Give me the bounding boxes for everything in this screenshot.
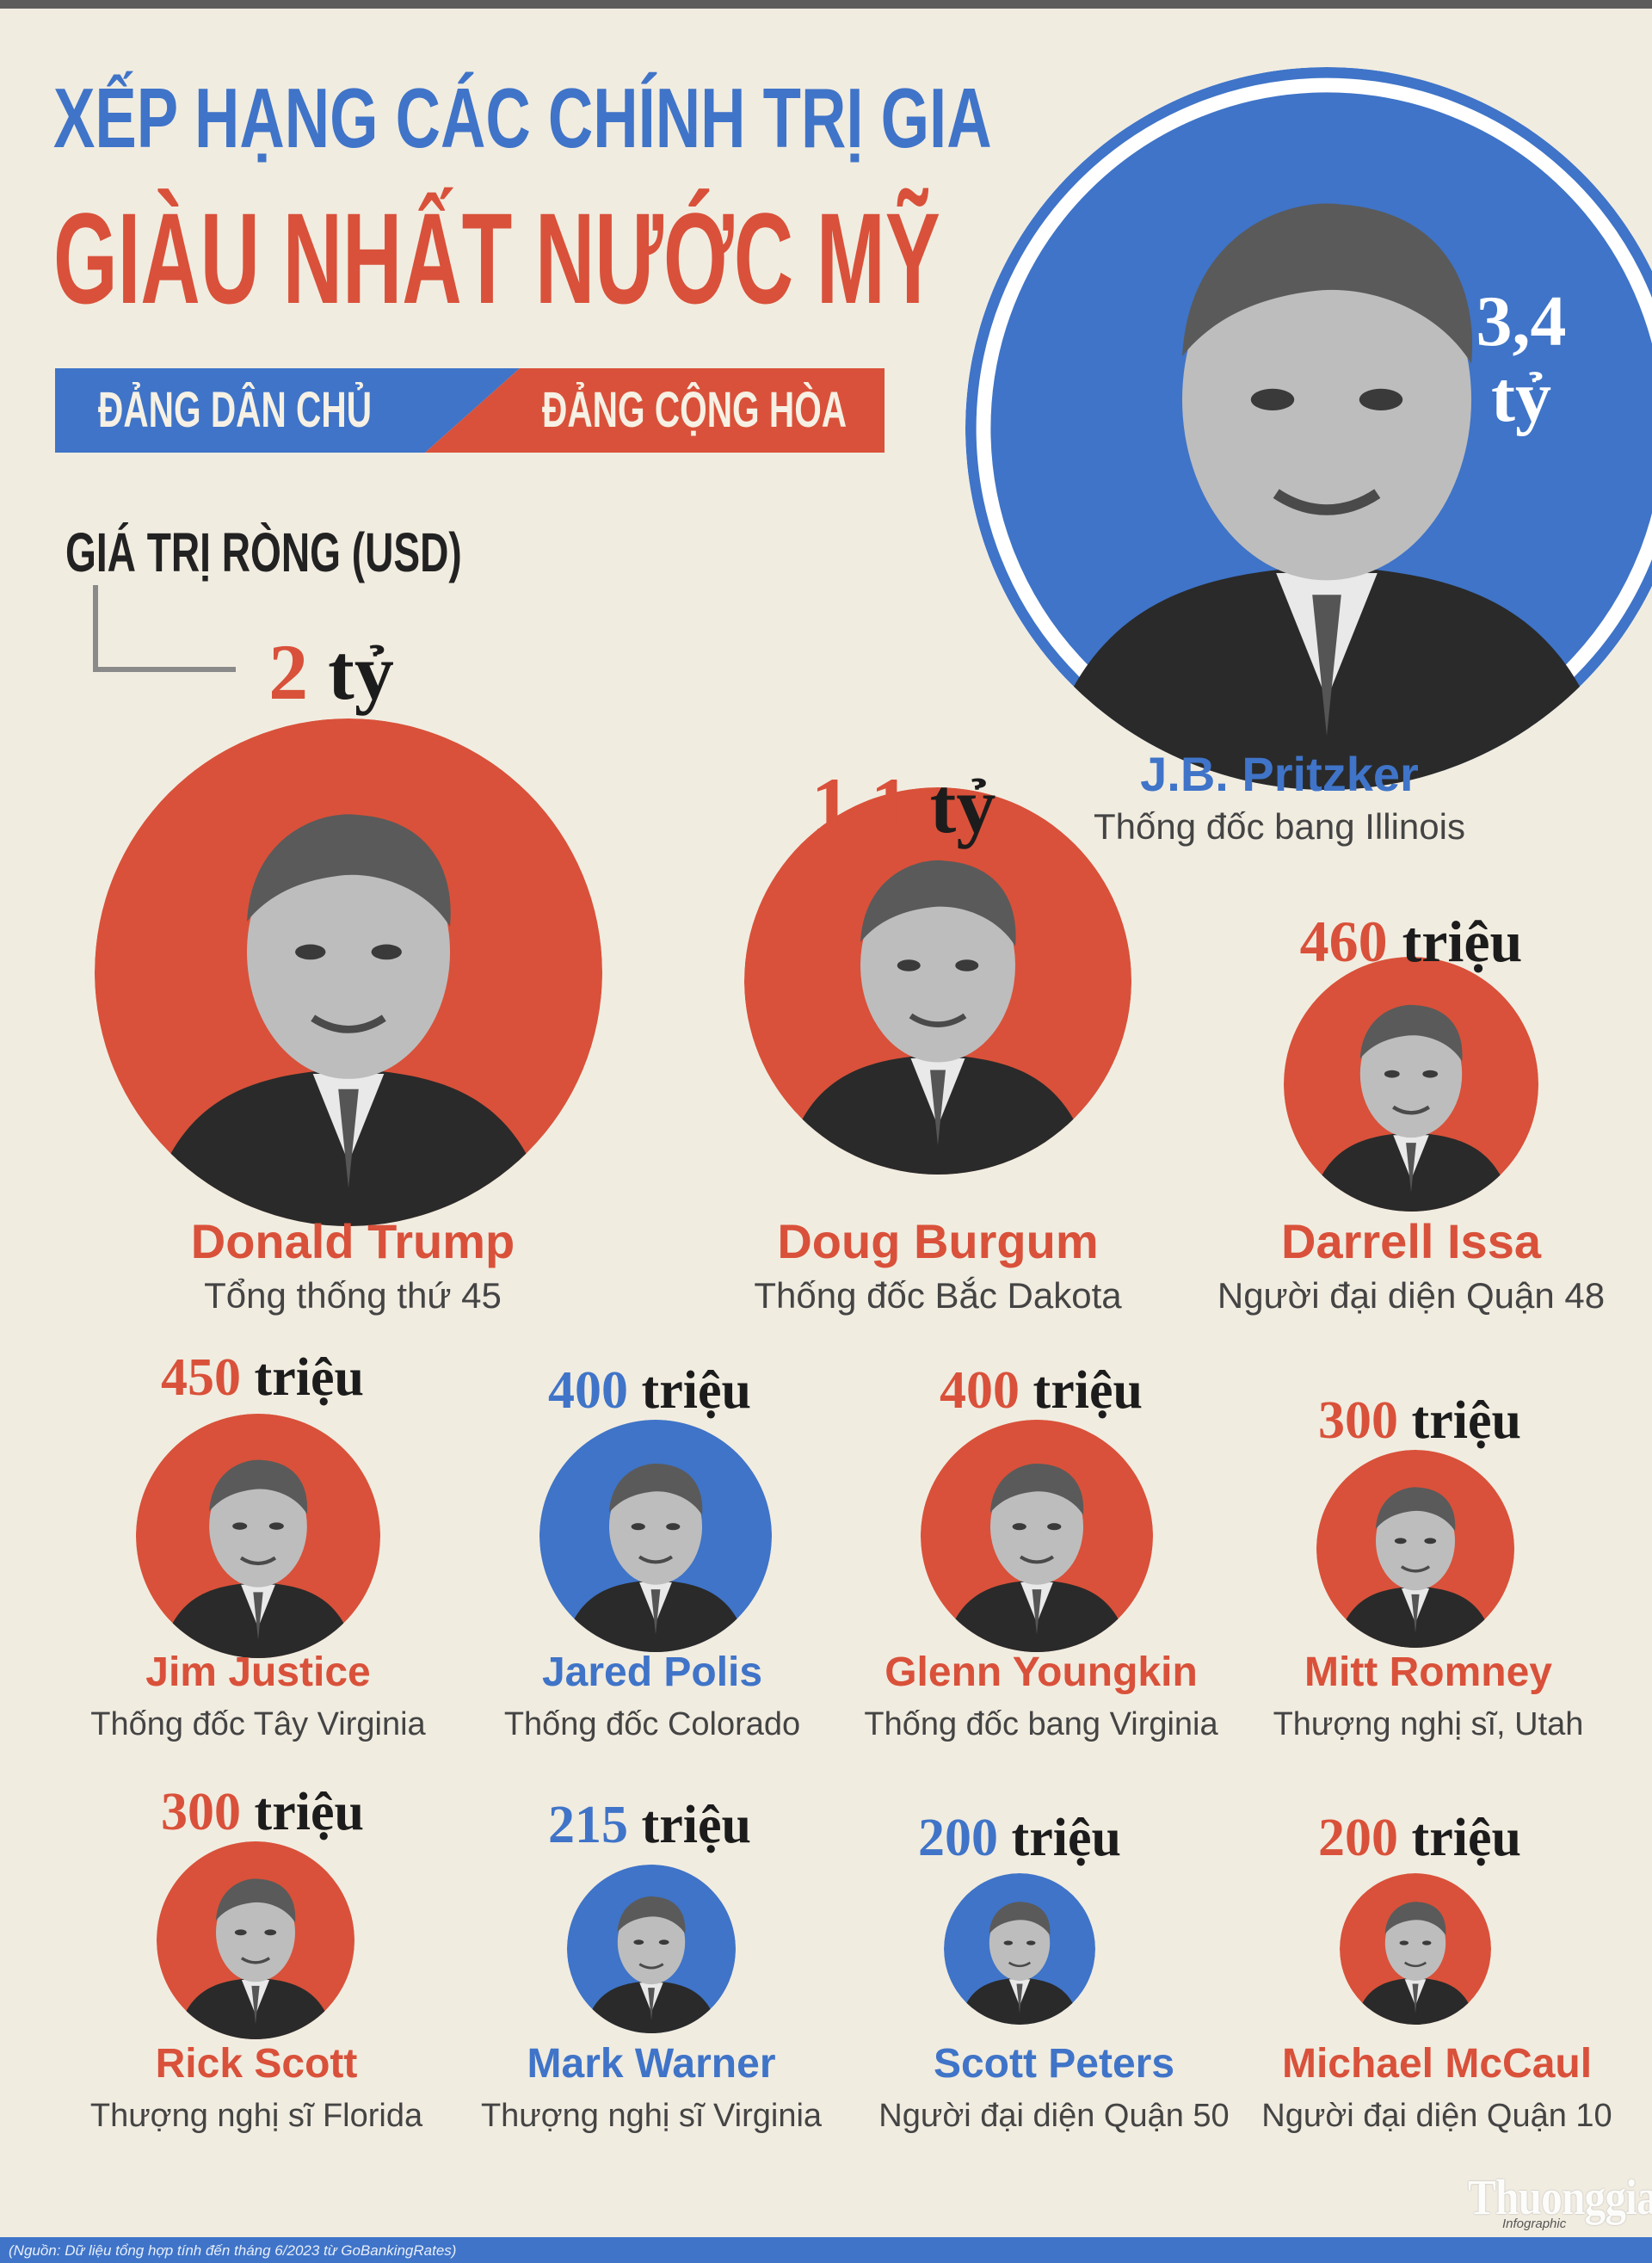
- role-glenn-youngkin: Thống đốc bang Virginia: [864, 1706, 1218, 1742]
- source-note: (Nguồn: Dữ liệu tổng hợp tính đến tháng …: [9, 2242, 457, 2259]
- networth-value: 200: [1318, 1809, 1399, 1867]
- footer-bar: (Nguồn: Dữ liệu tổng hợp tính đến tháng …: [0, 2237, 1652, 2263]
- logo-subtext: Infographic: [1502, 2217, 1567, 2231]
- top-border: [0, 0, 1652, 9]
- name-darrell-issa: Darrell Issa: [1281, 1214, 1541, 1268]
- networth-scott-peters: 200 triệu: [918, 1811, 1121, 1865]
- networth-value: 1,1: [811, 762, 910, 849]
- networth-value: 400: [548, 1361, 629, 1420]
- portrait-j-b-pritzker: [965, 67, 1652, 790]
- networth-jared-polis: 400 triệu: [548, 1364, 751, 1417]
- networth-value: 300: [1318, 1391, 1399, 1450]
- legend-background: [55, 368, 885, 453]
- role-rick-scott: Thượng nghị sĩ Florida: [89, 2098, 423, 2134]
- name-jim-justice: Jim Justice: [145, 1649, 371, 1695]
- metric-label: GIÁ TRỊ RÒNG (USD): [65, 521, 462, 583]
- networth-value: 200: [918, 1809, 999, 1867]
- networth-value: 460: [1299, 909, 1388, 974]
- networth-unit: triệu: [628, 1796, 751, 1854]
- networth-mitt-romney: 300 triệu: [1318, 1394, 1521, 1447]
- portrait-scott-peters: [944, 1873, 1095, 2025]
- networth-unit: triệu: [241, 1348, 364, 1407]
- networth-unit: triệu: [1020, 1361, 1143, 1420]
- name-jared-polis: Jared Polis: [541, 1649, 763, 1695]
- networth-rick-scott: 300 triệu: [161, 1785, 364, 1839]
- portrait-doug-burgum: [744, 787, 1131, 1175]
- networth-unit: triệu: [241, 1783, 364, 1841]
- pritzker-value: 3,4 tỷ: [1476, 281, 1567, 438]
- logo-text: Thuonggia: [1468, 2169, 1652, 2225]
- networth-value: 450: [161, 1348, 242, 1407]
- portrait-jared-polis: [539, 1420, 772, 1652]
- name-donald-trump: Donald Trump: [190, 1214, 515, 1268]
- pritzker-value-number: 3,4: [1476, 281, 1567, 361]
- title-line-1: XẾP HẠNG CÁC CHÍNH TRỊ GIA: [53, 71, 992, 165]
- networth-value: 2: [268, 628, 309, 716]
- networth-mark-warner: 215 triệu: [548, 1798, 751, 1852]
- name-doug-burgum: Doug Burgum: [777, 1214, 1099, 1268]
- role-mark-warner: Thượng nghị sĩ Virginia: [480, 2098, 823, 2134]
- role-scott-peters: Người đại diện Quận 50: [878, 2098, 1230, 2134]
- networth-unit: triệu: [1398, 1809, 1521, 1867]
- metric-bracket: [93, 585, 236, 672]
- portrait-donald-trump: [95, 718, 602, 1226]
- networth-darrell-issa: 460 triệu: [1300, 912, 1523, 971]
- portrait-mitt-romney: [1316, 1450, 1514, 1648]
- name-rick-scott: Rick Scott: [155, 2041, 358, 2087]
- pritzker-value-unit: tỷ: [1491, 357, 1551, 438]
- name-scott-peters: Scott Peters: [933, 2041, 1175, 2087]
- role-darrell-issa: Người đại diện Quận 48: [1217, 1275, 1606, 1316]
- legend-republican: ĐẢNG CỘNG HÒA: [542, 382, 848, 438]
- party-legend: ĐẢNG DÂN CHỦ ĐẢNG CỘNG HÒA: [55, 368, 885, 453]
- networth-doug-burgum: 1,1 tỷ: [811, 766, 996, 845]
- networth-unit: tỷ: [909, 762, 996, 849]
- role-doug-burgum: Thống đốc Bắc Dakota: [754, 1275, 1122, 1316]
- role-michael-mccaul: Người đại diện Quận 10: [1261, 2098, 1612, 2134]
- role-j-b-pritzker: Thống đốc bang Illinois: [1094, 806, 1465, 847]
- networth-unit: triệu: [998, 1809, 1121, 1867]
- networth-value: 300: [161, 1783, 242, 1841]
- name-mitt-romney: Mitt Romney: [1304, 1649, 1552, 1695]
- networth-value: 215: [548, 1796, 629, 1854]
- name-mark-warner: Mark Warner: [527, 2041, 776, 2087]
- networth-value: 400: [940, 1361, 1020, 1420]
- role-jim-justice: Thống đốc Tây Virginia: [90, 1706, 426, 1742]
- portrait-darrell-issa: [1284, 957, 1538, 1212]
- portrait-glenn-youngkin: [921, 1420, 1153, 1652]
- role-donald-trump: Tổng thống thứ 45: [204, 1275, 502, 1316]
- name-glenn-youngkin: Glenn Youngkin: [885, 1649, 1198, 1695]
- role-mitt-romney: Thượng nghị sĩ, Utah: [1273, 1706, 1584, 1742]
- networth-unit: triệu: [628, 1361, 751, 1420]
- role-jared-polis: Thống đốc Colorado: [503, 1706, 801, 1742]
- name-j-b-pritzker: J.B. Pritzker: [1140, 747, 1419, 801]
- networth-unit: triệu: [1387, 909, 1523, 974]
- portrait-rick-scott: [157, 1841, 354, 2039]
- publisher-logo: Thuonggia Infographic: [1468, 2168, 1652, 2231]
- name-michael-mccaul: Michael McCaul: [1281, 2041, 1593, 2087]
- title-line-2: GIÀU NHẤT NƯỚC MỸ: [53, 186, 940, 330]
- networth-unit: tỷ: [308, 628, 394, 716]
- networth-unit: triệu: [1398, 1391, 1521, 1450]
- portrait-jim-justice: [136, 1414, 380, 1658]
- networth-glenn-youngkin: 400 triệu: [940, 1364, 1143, 1417]
- portrait-mark-warner: [567, 1865, 736, 2033]
- networth-michael-mccaul: 200 triệu: [1318, 1811, 1521, 1865]
- networth-jim-justice: 450 triệu: [161, 1351, 364, 1404]
- networth-donald-trump: 2 tỷ: [268, 632, 394, 712]
- portrait-michael-mccaul: [1340, 1873, 1491, 2025]
- legend-democrat: ĐẢNG DÂN CHỦ: [98, 382, 373, 438]
